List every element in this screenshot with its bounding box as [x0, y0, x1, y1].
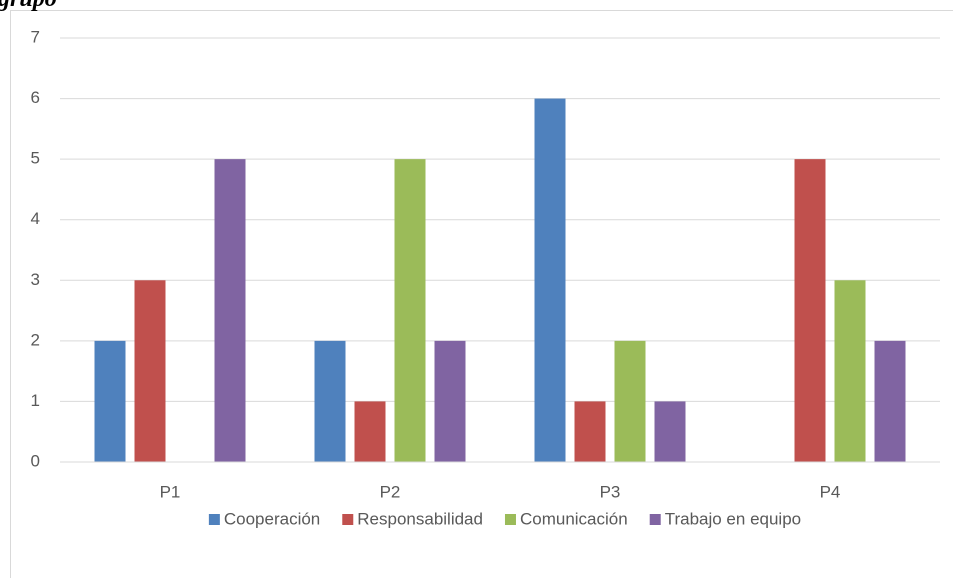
bar: [434, 340, 466, 462]
legend-label: Trabajo en equipo: [665, 509, 801, 528]
bar: [134, 280, 166, 462]
x-tick-label: P4: [820, 482, 841, 501]
bar: [794, 159, 826, 462]
x-tick-label: P1: [160, 482, 181, 501]
y-tick-label: 2: [31, 330, 40, 349]
y-tick-label: 4: [31, 209, 40, 228]
legend-swatch: [504, 514, 516, 525]
bar: [574, 401, 606, 462]
legend-label: Comunicación: [520, 509, 628, 528]
legend-label: Cooperación: [224, 509, 320, 528]
x-tick-label: P2: [380, 482, 401, 501]
bar: [214, 159, 246, 462]
bar: [614, 340, 646, 462]
bar: [874, 340, 906, 462]
x-tick-label: P3: [600, 482, 621, 501]
y-tick-label: 5: [31, 149, 40, 168]
bar: [394, 159, 426, 462]
y-tick-label: 0: [31, 451, 40, 470]
y-tick-label: 7: [31, 27, 40, 46]
bar: [534, 98, 566, 463]
bar: [834, 280, 866, 462]
bar: [354, 401, 386, 462]
y-tick-label: 6: [31, 88, 40, 107]
y-tick-label: 1: [31, 391, 40, 410]
chart-title: grupo: [0, 0, 57, 12]
legend-swatch: [649, 514, 661, 525]
y-tick-label: 3: [31, 270, 40, 289]
bar: [314, 340, 346, 462]
legend-label: Responsabilidad: [357, 509, 483, 528]
legend-swatch: [342, 514, 354, 525]
legend-swatch: [208, 514, 220, 525]
bar: [654, 401, 686, 462]
bar: [94, 340, 126, 462]
